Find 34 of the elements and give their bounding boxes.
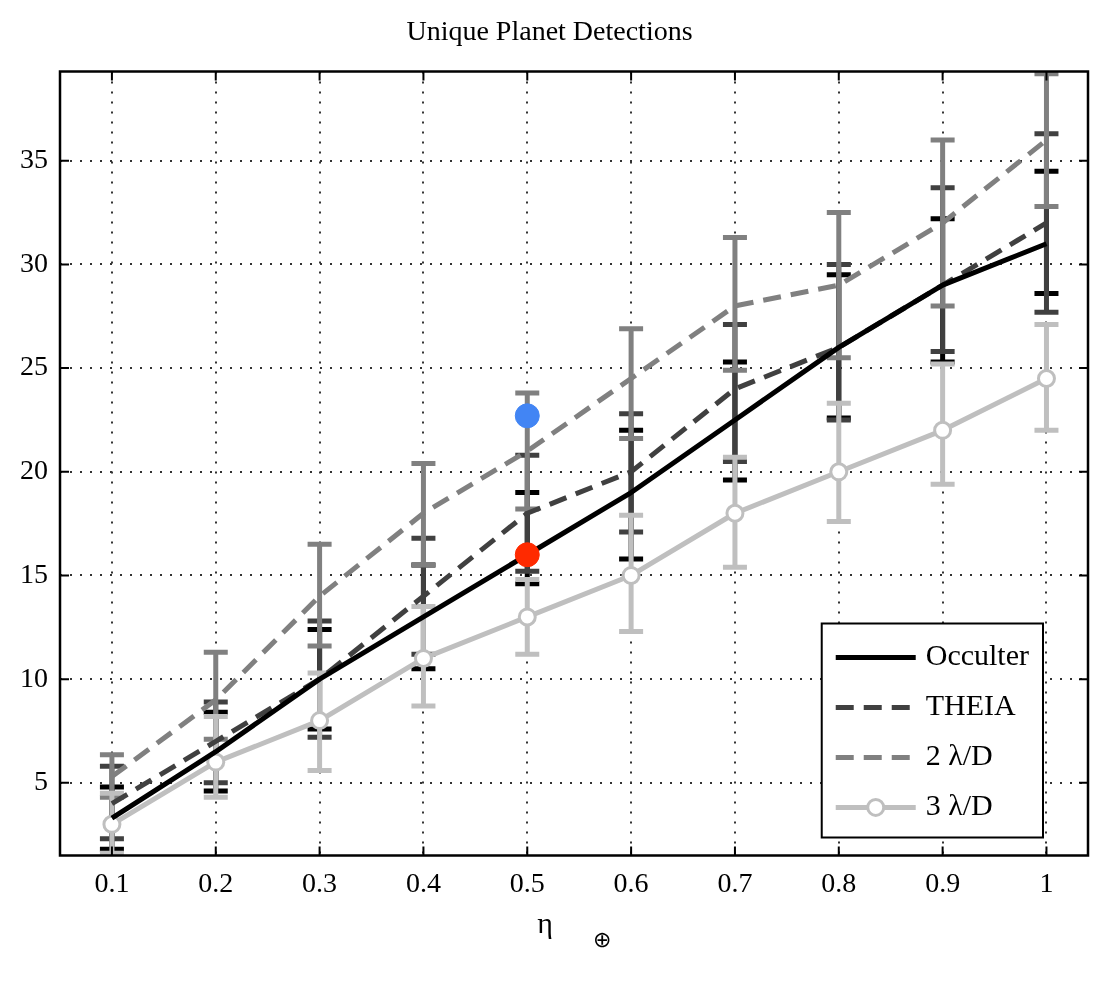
- point: [514, 542, 540, 568]
- y-tick-label: 10: [20, 661, 48, 693]
- x-tick-label: 0.6: [613, 866, 649, 898]
- point: [1036, 368, 1056, 388]
- point: [829, 462, 849, 482]
- x-tick-label: 0.5: [509, 866, 545, 898]
- x-tick-label: 0.7: [717, 866, 753, 898]
- point: [621, 565, 641, 585]
- legend-label: Occulter: [925, 638, 1030, 672]
- point: [933, 420, 953, 440]
- x-tick-label: 0.1: [94, 866, 130, 898]
- point: [514, 403, 540, 429]
- point: [725, 503, 745, 523]
- x-tick-label: 0.2: [198, 866, 234, 898]
- point: [517, 607, 537, 627]
- x-tick-label: 0.4: [405, 866, 441, 898]
- chart-title: Unique Planet Detections: [406, 15, 693, 47]
- y-tick-label: 25: [20, 350, 48, 382]
- y-tick-label: 5: [34, 765, 48, 797]
- legend-label: THEIA: [925, 688, 1017, 722]
- point: [413, 648, 433, 668]
- y-tick-label: 15: [20, 557, 48, 589]
- y-tick-label: 35: [20, 143, 48, 175]
- y-tick-label: 20: [20, 454, 48, 486]
- point: [310, 711, 330, 731]
- x-tick-label: 0.9: [925, 866, 961, 898]
- text: η⊕: [537, 906, 611, 953]
- legend-label: 3 λ/D: [925, 788, 993, 822]
- x-tick-label: 0.3: [302, 866, 338, 898]
- legend-label: 2 λ/D: [925, 738, 993, 772]
- y-tick-label: 30: [20, 246, 48, 278]
- x-tick-label: 0.8: [821, 866, 857, 898]
- x-tick-label: 1: [1039, 866, 1054, 898]
- point: [102, 814, 122, 834]
